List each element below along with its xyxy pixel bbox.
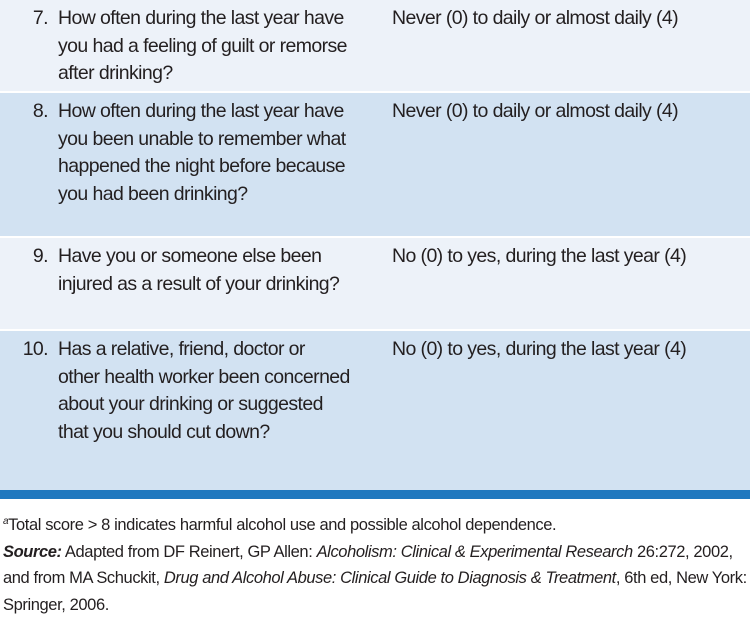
table-row: 8. How often during the last year have y… [0,93,750,236]
source-title: Drug and Alcohol Abuse: Clinical Guide t… [164,569,616,587]
answer: No (0) to yes, during the last year (4) [392,336,742,364]
question: Have you or someone else been injured as… [58,243,350,298]
question: How often during the last year have you … [58,98,350,208]
answer: Never (0) to daily or almost daily (4) [392,98,742,126]
table-row: 9. Have you or someone else been injured… [0,238,750,329]
table-row: 10. Has a relative, friend, doctor or ot… [0,331,750,490]
question: How often during the last year have you … [58,5,350,88]
item-number: 10. [23,336,48,364]
item-number: 7. [33,5,48,33]
table-bottom-rule [0,490,750,499]
item-number: 8. [33,98,48,126]
source-label: Source: [3,543,62,561]
footnote: aTotal score > 8 indicates harmful alcoh… [3,509,747,539]
item-number: 9. [33,243,48,271]
source-text: Adapted from DF Reinert, GP Allen: [62,543,317,561]
footnote-text: Total score > 8 indicates harmful alcoho… [8,516,556,534]
table-row: 7. How often during the last year have y… [0,0,750,91]
question: Has a relative, friend, doctor or other … [58,336,350,446]
answer: Never (0) to daily or almost daily (4) [392,5,742,33]
answer: No (0) to yes, during the last year (4) [392,243,742,271]
source: Source: Adapted from DF Reinert, GP Alle… [3,539,747,618]
source-title: Alcoholism: Clinical & Experimental Rese… [317,543,633,561]
notes: aTotal score > 8 indicates harmful alcoh… [3,509,747,618]
